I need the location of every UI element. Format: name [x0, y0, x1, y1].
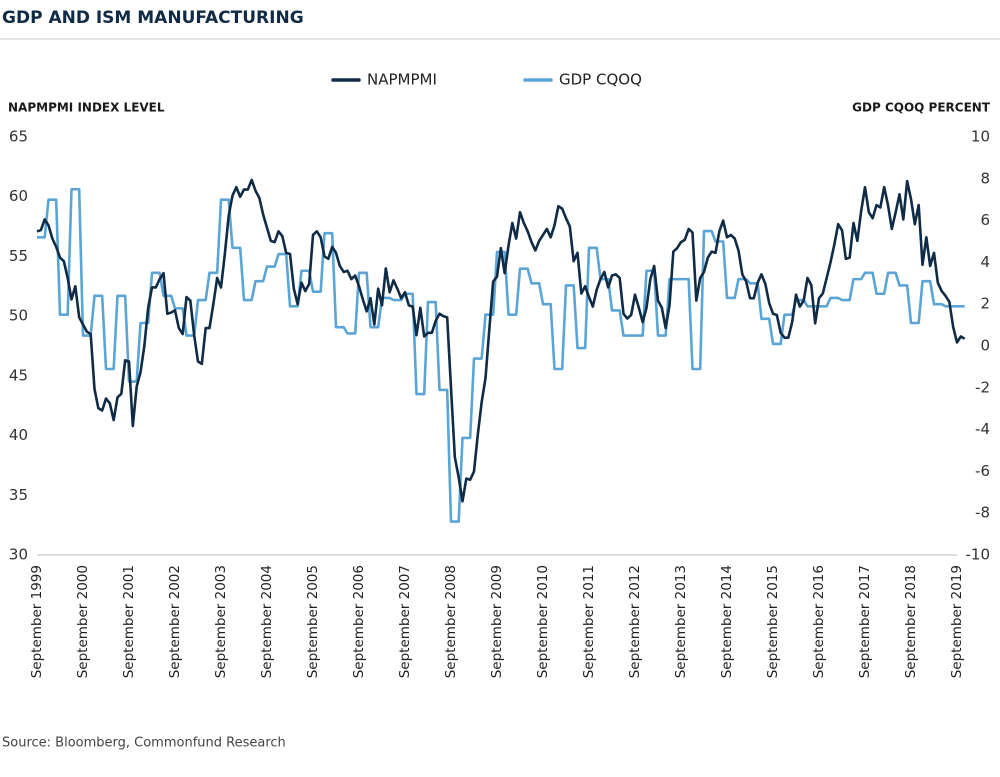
x-tick-label: September 2007 [397, 565, 413, 678]
y2-tick-label: -6 [975, 462, 990, 480]
x-tick-label: September 2013 [673, 565, 689, 678]
y2-tick-label: 4 [980, 253, 990, 271]
x-tick-label: September 2012 [627, 565, 643, 678]
x-tick-label: September 2008 [443, 565, 459, 678]
x-tick-label: September 2001 [121, 565, 137, 678]
y-tick-label: 65 [9, 128, 28, 146]
y2-tick-label: 2 [980, 295, 990, 313]
x-tick-label: September 2009 [489, 565, 505, 678]
chart-title: GDP AND ISM MANUFACTURING [2, 8, 304, 28]
y2-tick-label: 6 [980, 211, 990, 229]
x-tick-label: September 2015 [765, 565, 781, 678]
x-tick-label: September 2010 [535, 565, 551, 678]
source-note: Source: Bloomberg, Commonfund Research [2, 736, 286, 751]
y2-tick-label: -2 [975, 378, 990, 396]
y2-tick-label: 0 [980, 337, 990, 355]
y-tick-label: 45 [9, 366, 28, 384]
x-tick-label: September 2018 [903, 565, 919, 678]
y-tick-label: 35 [9, 486, 28, 504]
y2-axis-title: GDP CQOQ PERCENT [852, 101, 991, 115]
x-tick-label: September 2005 [305, 565, 321, 678]
y-tick-label: 60 [9, 187, 28, 205]
x-tick-label: September 2016 [811, 565, 827, 678]
series-line [37, 187, 965, 523]
y-tick-label: 30 [9, 546, 28, 564]
y2-tick-label: 8 [980, 169, 990, 187]
x-tick-label: September 2014 [719, 565, 735, 678]
x-tick-label: September 2019 [949, 565, 965, 678]
x-tick-label: September 2017 [857, 565, 873, 678]
y-tick-label: 55 [9, 247, 28, 265]
x-tick-label: September 2002 [167, 565, 183, 678]
y-tick-label: 50 [9, 307, 28, 325]
y2-tick-label: -8 [975, 504, 990, 522]
x-tick-label: September 2011 [581, 565, 597, 678]
y-axis-title: NAPMPMI INDEX LEVEL [8, 101, 165, 115]
x-tick-label: September 1999 [29, 565, 45, 678]
y2-tick-label: -4 [975, 420, 990, 438]
y2-tick-label: -10 [966, 546, 991, 564]
legend-label: GDP CQOQ [559, 71, 642, 89]
legend-label: NAPMPMI [367, 71, 437, 89]
series-line [36, 178, 966, 503]
x-tick-label: September 2003 [213, 565, 229, 678]
x-tick-label: September 2006 [351, 565, 367, 678]
y-tick-label: 40 [9, 426, 28, 444]
y2-tick-label: 10 [971, 128, 990, 146]
x-tick-label: September 2000 [75, 565, 91, 678]
x-tick-label: September 2004 [259, 565, 275, 678]
